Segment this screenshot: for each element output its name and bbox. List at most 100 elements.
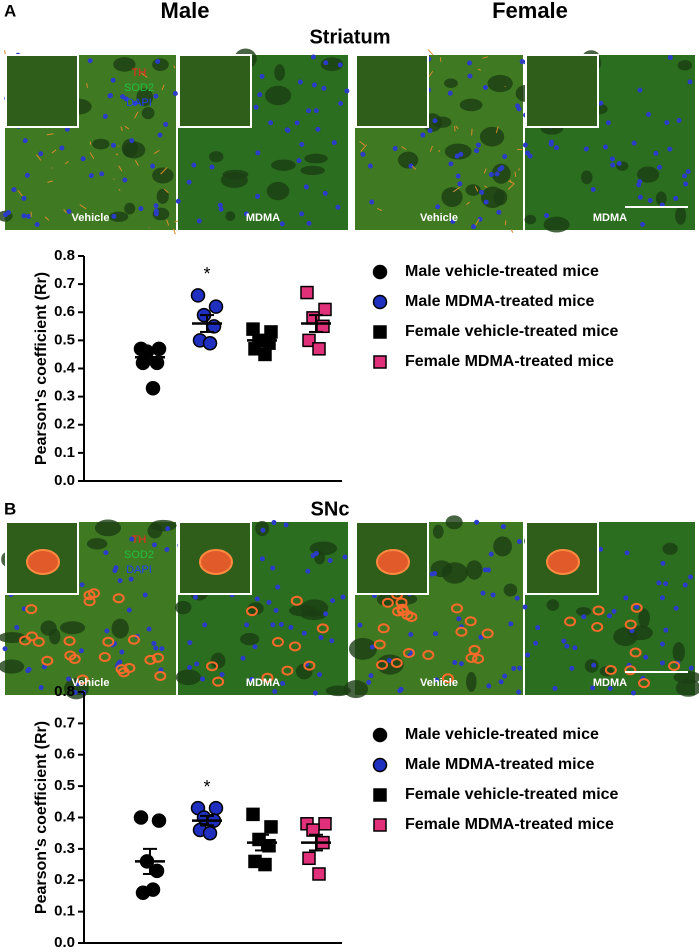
nucleus	[610, 162, 616, 168]
nucleus	[357, 622, 363, 628]
inset-cell	[546, 549, 580, 575]
nucleus	[157, 132, 163, 138]
tissue-shadow	[300, 610, 327, 620]
nucleus	[482, 567, 488, 573]
nucleus	[496, 209, 502, 215]
nucleus	[38, 684, 44, 690]
nucleus	[311, 82, 317, 88]
th-cell	[381, 597, 394, 608]
th-cell	[629, 647, 642, 658]
nucleus	[516, 106, 522, 112]
nucleus	[165, 526, 171, 532]
nucleus	[433, 631, 439, 637]
nucleus	[486, 683, 492, 689]
nucleus	[88, 173, 94, 179]
th-fiber	[360, 144, 368, 152]
nucleus	[187, 640, 193, 646]
nucleus	[427, 128, 433, 134]
th-fiber	[429, 145, 433, 152]
nucleus	[636, 182, 642, 188]
y-tick-label: 0.8	[54, 683, 75, 700]
nucleus	[120, 94, 126, 100]
significance-marker: *	[203, 264, 210, 284]
nucleus	[637, 194, 643, 200]
nucleus	[175, 198, 181, 204]
nucleus	[24, 172, 30, 178]
tissue-shadow	[271, 159, 296, 171]
nucleus	[561, 638, 567, 644]
nucleus	[508, 621, 514, 627]
data-point	[300, 285, 314, 300]
th-fiber	[51, 149, 57, 154]
th-fiber	[118, 165, 123, 172]
nucleus	[11, 187, 17, 193]
tissue-shadow	[673, 671, 699, 684]
th-fiber	[17, 189, 23, 197]
nucleus	[488, 551, 494, 557]
nucleus	[634, 604, 640, 610]
nucleus	[598, 546, 604, 552]
nucleus	[344, 88, 350, 94]
nucleus	[342, 554, 348, 560]
nucleus	[663, 581, 669, 587]
data-point	[246, 322, 260, 336]
nucleus	[527, 153, 533, 159]
th-fiber	[452, 186, 461, 193]
th-fiber	[173, 65, 176, 69]
nucleus	[323, 60, 329, 66]
nucleus	[483, 199, 489, 205]
nucleus	[80, 156, 86, 162]
th-cell	[468, 644, 481, 655]
nucleus	[218, 206, 224, 212]
nucleus	[605, 120, 611, 126]
nucleus	[14, 625, 20, 631]
nucleus	[667, 54, 673, 60]
nucleus	[630, 690, 636, 696]
nucleus	[643, 654, 649, 660]
nucleus	[490, 592, 496, 598]
tissue-shadow	[40, 620, 57, 636]
th-fiber	[166, 219, 170, 226]
nucleus	[119, 649, 125, 655]
nucleus	[254, 596, 260, 602]
th-fiber	[174, 220, 179, 223]
image-label: MDMA	[246, 677, 280, 689]
th-fiber	[47, 180, 53, 183]
tissue-shadow	[309, 541, 338, 556]
nucleus	[552, 685, 558, 691]
nucleus	[624, 550, 630, 556]
y-tick-label: 0.6	[54, 746, 75, 763]
nucleus	[498, 679, 504, 685]
nucleus	[202, 622, 208, 628]
micrograph	[515, 50, 695, 233]
nucleus	[660, 560, 666, 566]
tissue-shadow	[208, 151, 224, 163]
nucleus	[516, 689, 522, 695]
nucleus	[494, 171, 500, 177]
nucleus	[164, 547, 170, 553]
nucleus	[514, 595, 520, 601]
tissue-shadow	[655, 191, 667, 206]
th-cell	[303, 660, 316, 671]
nucleus	[676, 117, 682, 123]
th-cell	[481, 628, 494, 639]
tissue-shadow	[156, 188, 169, 204]
y-tick-label: 0.0	[54, 934, 75, 951]
nucleus	[21, 195, 27, 201]
nucleus	[687, 79, 693, 85]
panel-label: A	[4, 1, 16, 20]
nucleus	[502, 153, 508, 159]
tissue-shadow	[638, 608, 650, 629]
inset	[525, 54, 599, 128]
th-fiber	[141, 72, 148, 78]
data-point	[190, 288, 206, 303]
micrograph	[0, 519, 177, 700]
th-cell	[127, 634, 140, 645]
tissue-shadow	[240, 632, 260, 646]
th-cell	[630, 602, 643, 613]
tissue-shadow	[376, 654, 404, 675]
nucleus	[99, 171, 105, 177]
nucleus	[279, 221, 285, 227]
y-tick-label: 0.3	[54, 840, 75, 857]
